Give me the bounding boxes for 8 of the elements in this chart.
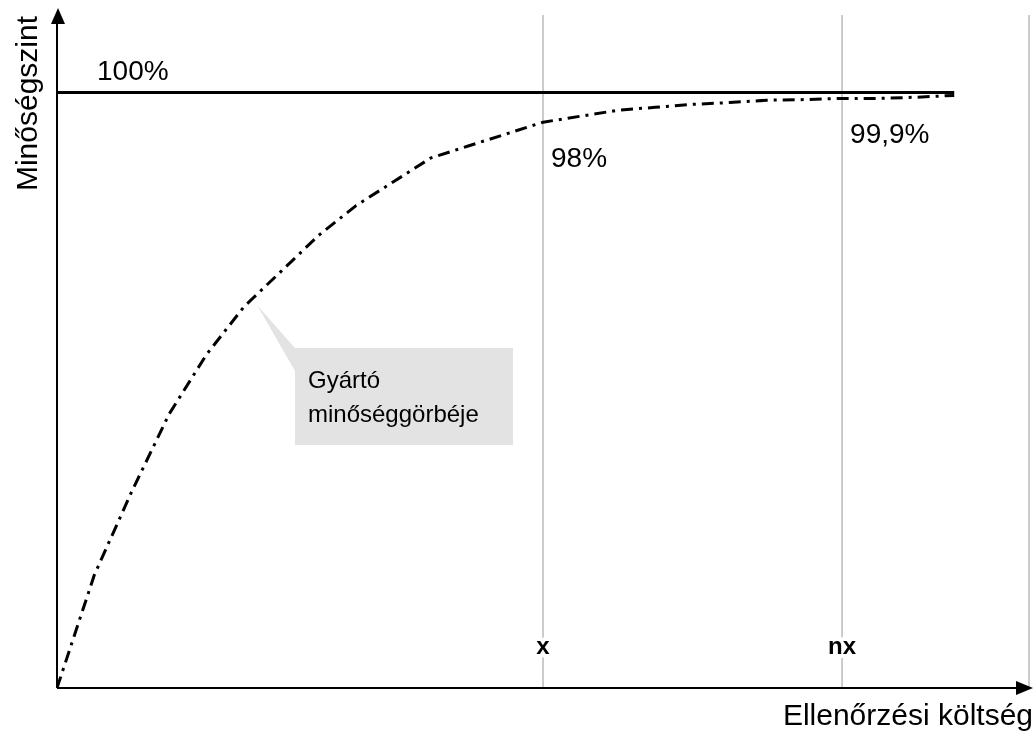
y-axis-title: Minőségszint bbox=[10, 16, 44, 192]
x-tick-label: x bbox=[536, 632, 551, 659]
x-tick-label: nx bbox=[828, 632, 857, 659]
text: 100% bbox=[97, 55, 169, 87]
annotation: 99,9% bbox=[850, 118, 930, 150]
x-axis-title: Ellenőrzési költség bbox=[782, 698, 1033, 732]
annotation: Gyártó minőséggörbéje bbox=[308, 365, 480, 429]
annotation: 98% bbox=[551, 142, 608, 174]
